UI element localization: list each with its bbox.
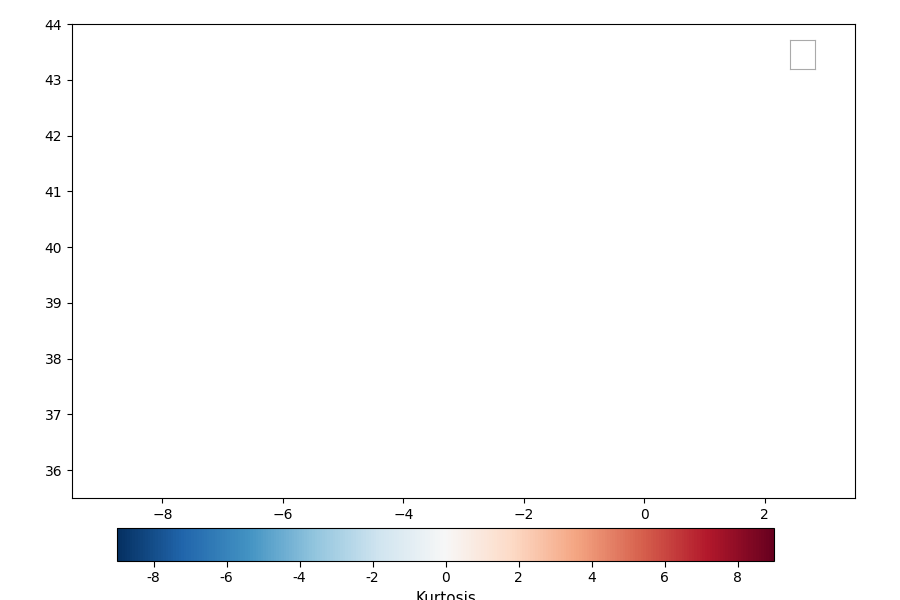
X-axis label: Kurtosis: Kurtosis bbox=[415, 591, 476, 600]
